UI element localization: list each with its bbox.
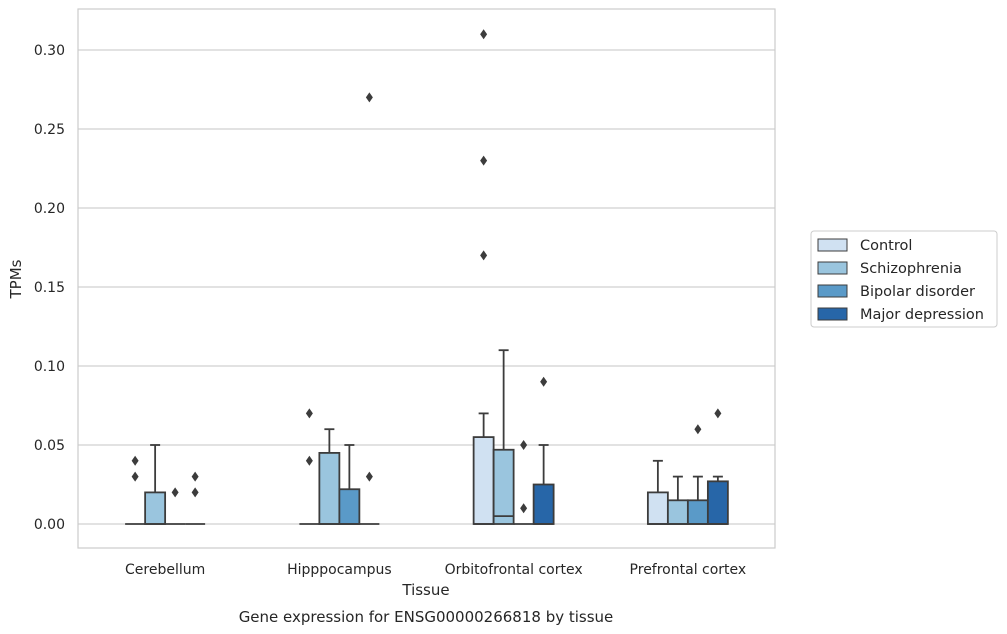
x-tick-label: Hipppocampus [287,562,392,578]
outlier-point [520,503,528,514]
box-0-1 [144,444,167,525]
legend-label: Major depression [860,307,984,323]
box-body [144,491,167,525]
box-3-2 [686,424,709,525]
y-tick-label: 0.20 [34,201,65,217]
grid-lines [78,49,775,525]
outlier-point [191,487,199,498]
outlier-point [131,471,139,482]
outlier-point [540,376,548,387]
box-body [338,488,361,525]
outlier-point [480,29,488,40]
outlier-point [694,424,702,435]
outlier-point [131,455,139,466]
legend: Control Schizophrenia Bipolar disorder Majo… [810,230,998,328]
legend-swatch [817,307,848,321]
box-0-2 [165,487,186,525]
legend-label: Schizophrenia [860,261,962,277]
outlier-point [365,471,373,482]
legend-label: Control [860,238,912,254]
box-2-3 [532,376,555,525]
outlier-point [480,250,488,261]
box-body [646,491,669,525]
box-1-2 [338,444,361,525]
box-1-0 [299,408,320,525]
box-3-1 [666,475,689,525]
box-body [706,480,729,525]
box-2-2 [513,440,534,525]
box-0-3 [185,471,206,525]
box-3-0 [646,459,669,525]
x-tick-label: Cerebellum [125,562,205,578]
y-tick-label: 0.00 [34,517,65,533]
x-tick-label: Orbitofrontal cortex [445,562,583,578]
box-2-1 [492,349,515,525]
legend-swatch [817,261,848,275]
outlier-point [191,471,199,482]
box-2-0 [472,29,495,525]
box-body [666,499,689,525]
box-body [686,499,709,525]
y-tick-label: 0.30 [34,43,65,59]
outlier-point [480,155,488,166]
outlier-point [305,408,313,419]
plot-area [78,9,775,548]
x-tick-labels: Cerebellum Hipppocampus Orbitofrontal cort… [125,562,746,578]
box-0-0 [125,455,146,525]
box-body [492,448,515,525]
x-axis-title: Tissue [401,581,449,599]
outlier-point [520,440,528,450]
legend-swatch [817,238,848,252]
box-3-3 [706,408,729,525]
y-tick-label: 0.10 [34,359,65,375]
box-body [532,483,555,525]
outlier-point [171,487,179,498]
outlier-point [714,408,722,419]
y-tick-label: 0.25 [34,122,65,138]
y-axis-title: TPMs [7,259,25,299]
legend-frame [810,230,998,328]
y-tick-label: 0.05 [34,438,65,454]
legend-label: Bipolar disorder [860,284,975,300]
box-body [318,451,341,525]
box-body [472,436,495,525]
outlier-point [365,92,373,103]
box-groups [125,29,729,525]
plot-frame [77,8,776,549]
legend-swatch [817,284,848,298]
box-1-3 [359,92,380,525]
x-tick-label: Prefrontal cortex [630,562,747,578]
outlier-point [305,455,313,466]
y-tick-labels: 0.00 0.05 0.10 0.15 0.20 0.25 0.30 [34,43,65,533]
chart-caption: Gene expression for ENSG00000266818 by t… [239,608,614,626]
y-tick-label: 0.15 [34,280,65,296]
